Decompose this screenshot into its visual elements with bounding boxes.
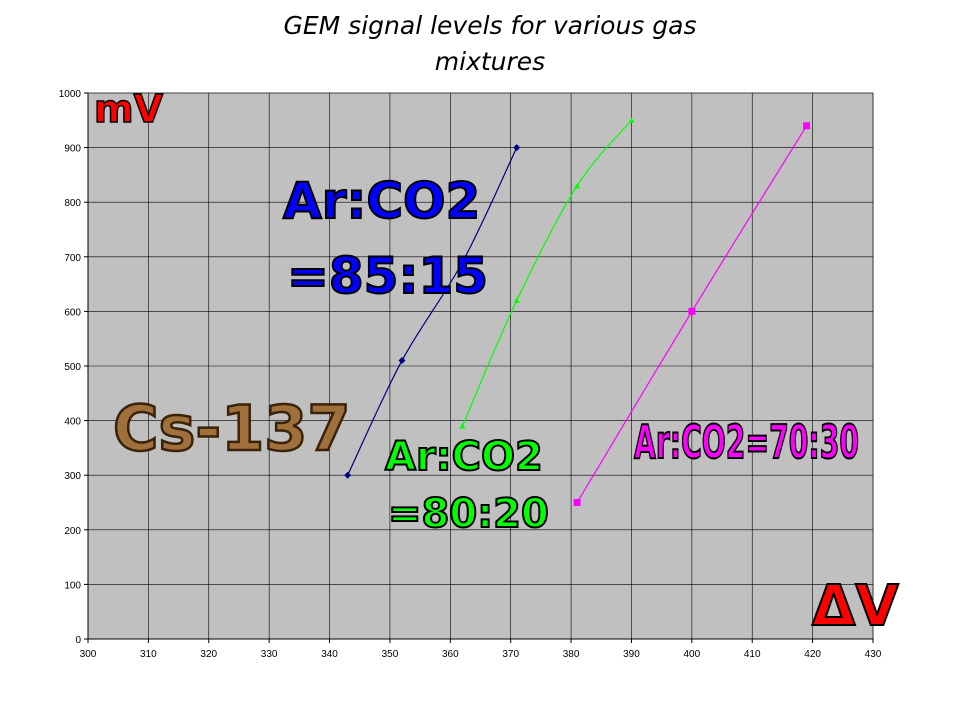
y-tick-label: 600 xyxy=(64,307,81,318)
label-85-15-line1: Ar:CO2 xyxy=(283,172,480,230)
x-tick-label: 340 xyxy=(321,649,338,660)
label-85-15-line2: =85:15 xyxy=(287,247,488,305)
data-point xyxy=(574,182,581,189)
x-unit-label: ΔV xyxy=(812,574,899,639)
label-80-20-line1: Ar:CO2 xyxy=(385,434,543,480)
x-tick-label: 310 xyxy=(140,649,157,660)
x-tick-label: 390 xyxy=(623,649,640,660)
x-tick-label: 430 xyxy=(865,649,882,660)
label-80-20-line2: =80:20 xyxy=(388,491,549,537)
data-point xyxy=(458,258,466,266)
chart-title: GEM signal levels for various gas mixtur… xyxy=(200,8,780,80)
x-tick-label: 350 xyxy=(382,649,399,660)
x-tick-label: 320 xyxy=(200,649,217,660)
x-tick-label: 330 xyxy=(261,649,278,660)
series-0 xyxy=(344,144,521,479)
x-tick-label: 420 xyxy=(804,649,821,660)
x-tick-label: 380 xyxy=(563,649,580,660)
y-tick-label: 300 xyxy=(64,471,81,482)
data-point xyxy=(688,307,696,315)
data-point xyxy=(513,144,521,152)
label-70-30: Ar:CO2=70:30 xyxy=(634,415,859,469)
data-point xyxy=(803,122,811,130)
y-tick-label: 700 xyxy=(64,253,81,264)
data-point xyxy=(344,471,352,479)
x-tick-label: 370 xyxy=(502,649,519,660)
data-point xyxy=(628,117,635,123)
y-tick-label: 400 xyxy=(64,417,81,428)
x-tick-label: 400 xyxy=(684,649,701,660)
y-unit-label: mV xyxy=(94,87,164,131)
data-point xyxy=(513,297,520,303)
series-1 xyxy=(459,117,635,429)
chart-title-line-1: GEM signal levels for various gas xyxy=(283,11,697,40)
data-point xyxy=(573,499,581,506)
series-layer xyxy=(344,117,811,506)
data-point xyxy=(459,423,466,429)
series-2 xyxy=(573,122,811,506)
y-tick-label: 200 xyxy=(64,526,81,537)
y-tick-label: 100 xyxy=(64,580,81,591)
x-tick-label: 360 xyxy=(442,649,459,660)
x-tick-label: 300 xyxy=(80,649,97,660)
series-line xyxy=(347,147,518,476)
data-point xyxy=(398,357,406,365)
x-tick-label: 410 xyxy=(744,649,761,660)
chart-title-line-2: mixtures xyxy=(434,47,546,76)
source-label: Cs-137 xyxy=(113,392,351,465)
axes: 300 310 320 330 340 350 360 370 380 390 400 410 420 4… xyxy=(59,89,882,660)
series-line xyxy=(461,119,632,427)
y-tick-label: 0 xyxy=(75,635,81,646)
y-tick-label: 500 xyxy=(64,362,81,373)
y-tick-label: 900 xyxy=(64,144,81,155)
y-tick-label: 1000 xyxy=(59,89,82,100)
y-tick-label: 800 xyxy=(64,198,81,209)
